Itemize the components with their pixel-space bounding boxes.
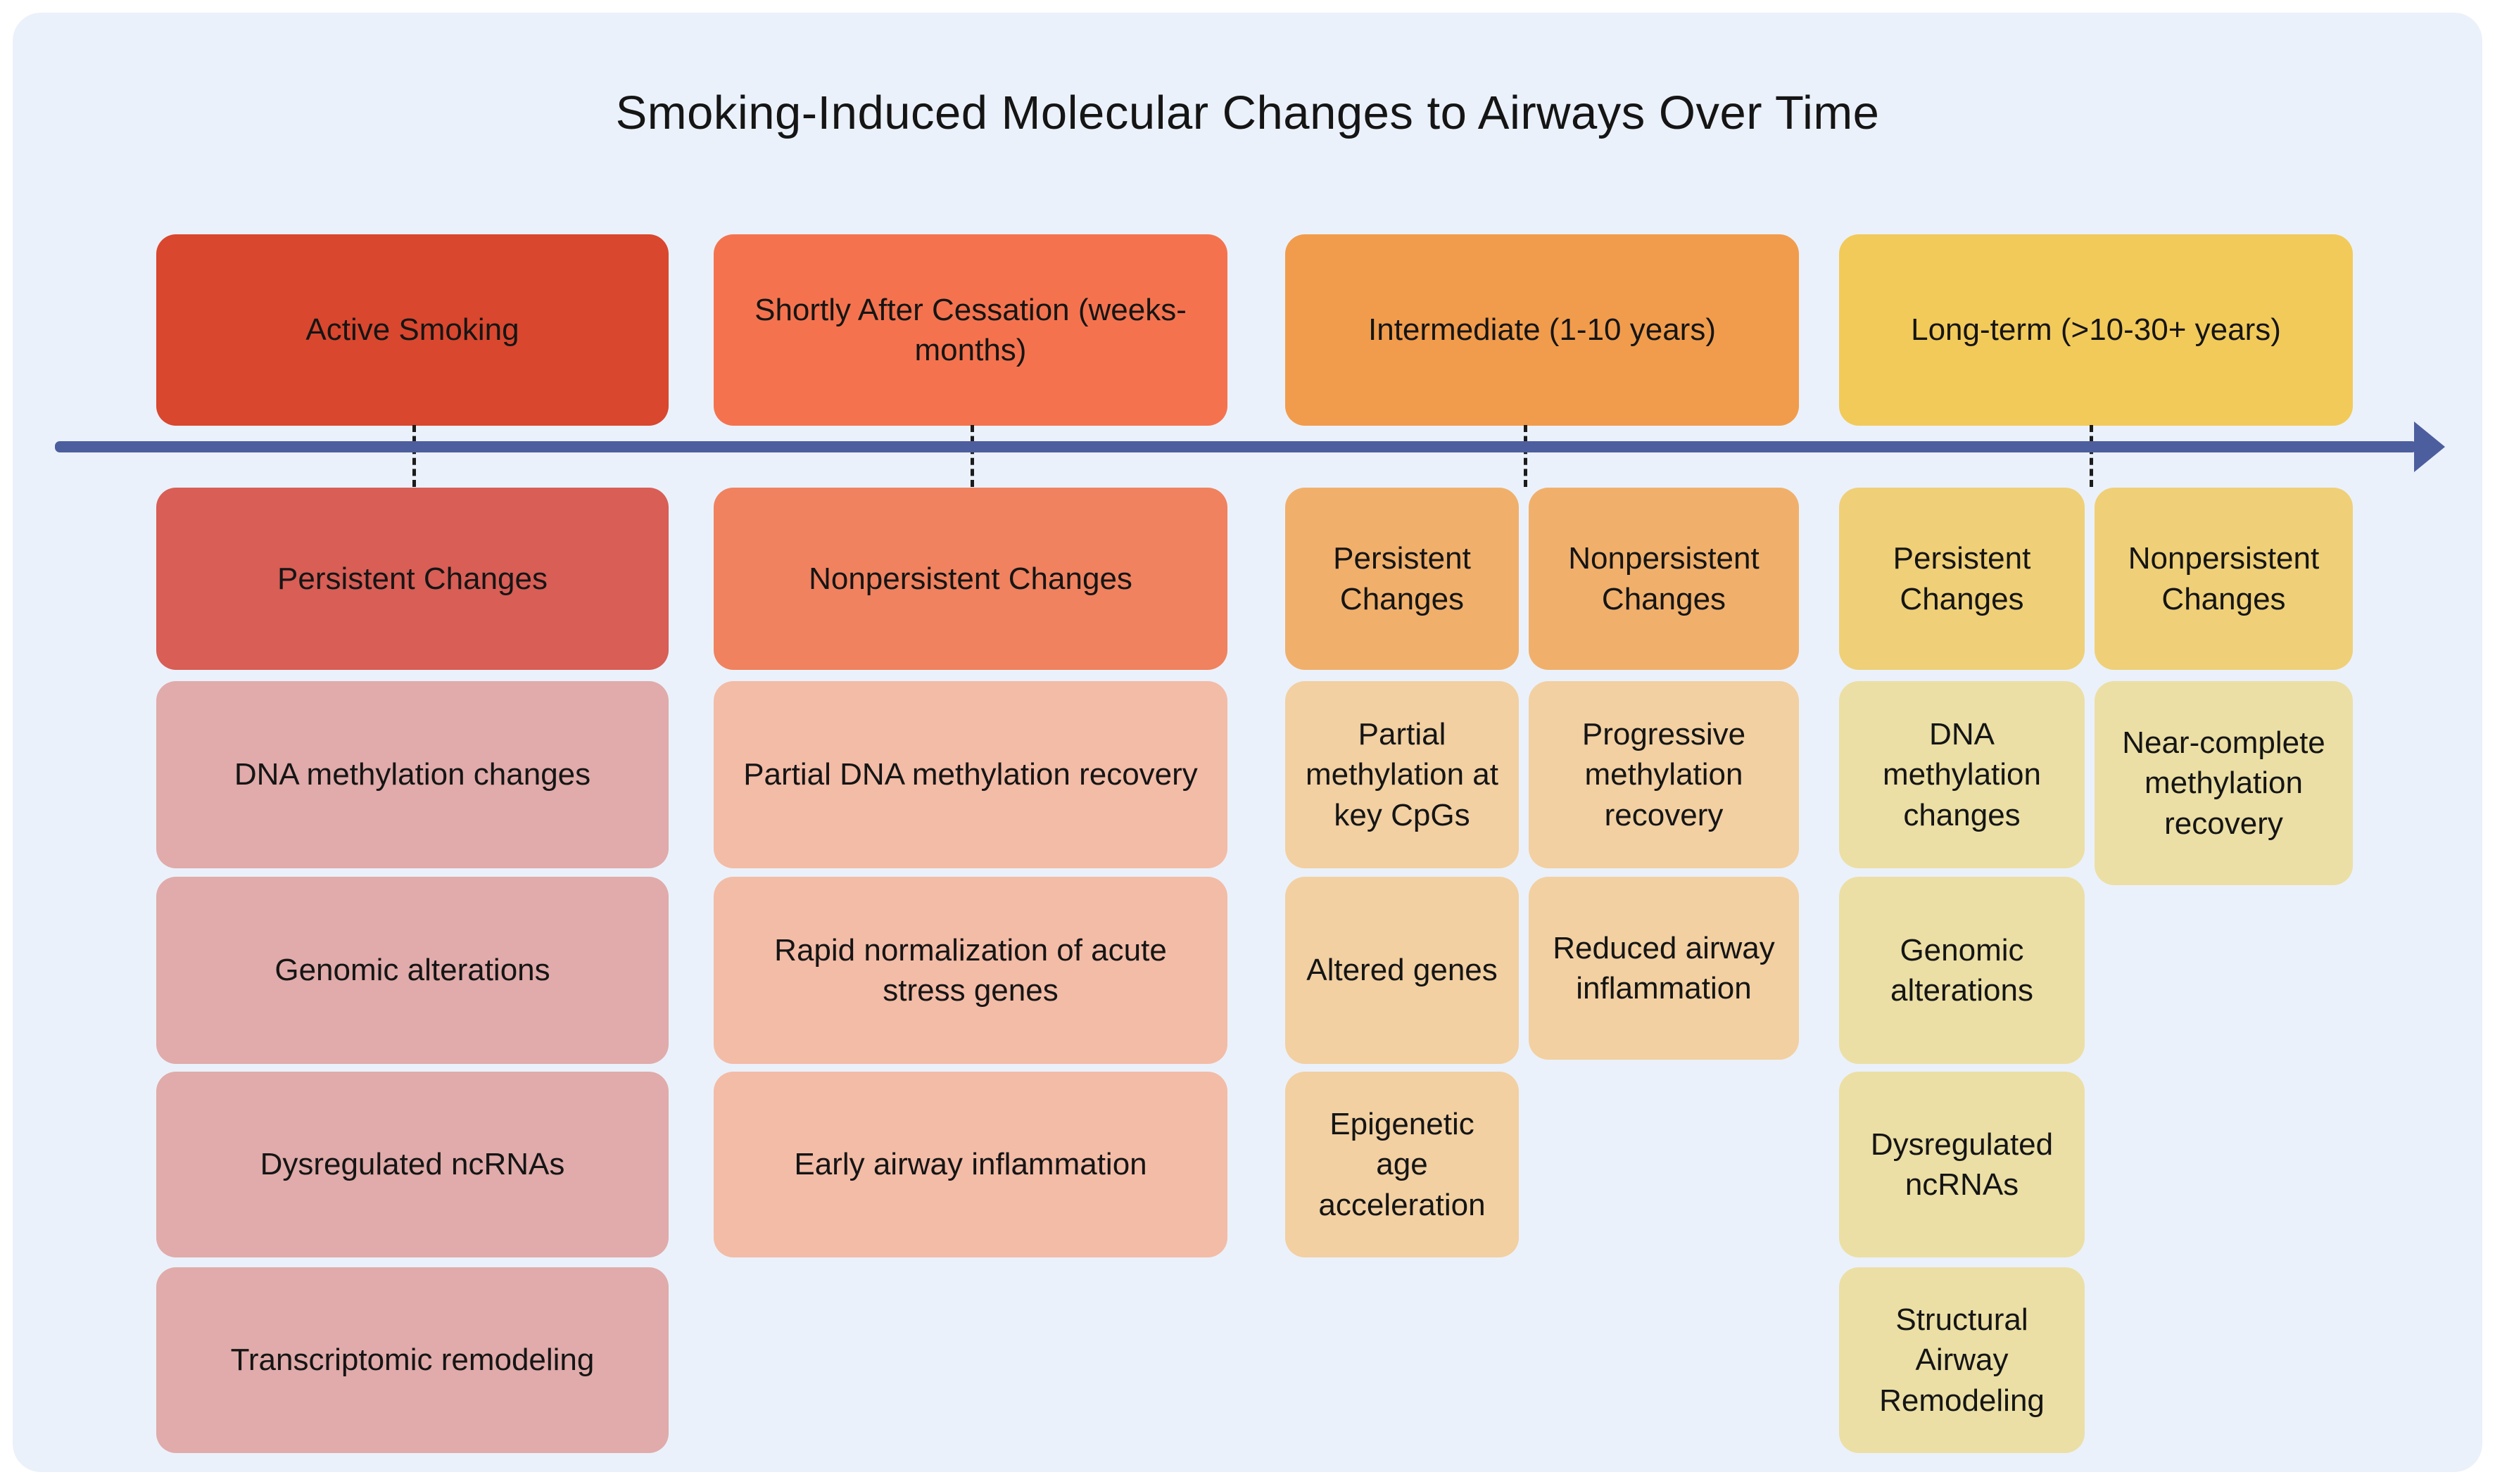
group-header-persistent-changes-4: Persistent Changes [1839,488,2085,670]
group-header-nonpersistent-changes-2: Nonpersistent Changes [714,488,1227,670]
connector-line-active-smoking [412,425,416,487]
change-item: Dysregulated ncRNAs [1839,1072,2085,1257]
change-item: Partial methylation at key CpGs [1285,681,1519,868]
connector-line-shortly-after [971,425,974,487]
connector-line-long-term [2090,425,2093,487]
group-header-nonpersistent-changes-3: Nonpersistent Changes [1529,488,1799,670]
stage-header-intermediate: Intermediate (1-10 years) [1285,234,1799,426]
change-item: Rapid normalization of acute stress gene… [714,877,1227,1064]
change-item: Early airway inflammation [714,1072,1227,1257]
change-item: Epigenetic age acceleration [1285,1072,1519,1257]
group-header-persistent-changes-1: Persistent Changes [156,488,669,670]
change-item: Transcriptomic remodeling [156,1267,669,1453]
change-item: Reduced airway inflammation [1529,877,1799,1060]
timeline-arrowhead-icon [2414,421,2445,472]
group-header-persistent-changes-3: Persistent Changes [1285,488,1519,670]
change-item: Structural Airway Remodeling [1839,1267,2085,1453]
stage-header-long-term: Long-term (>10-30+ years) [1839,234,2353,426]
change-item: Near-complete methylation recovery [2095,681,2353,885]
change-item: Progressive methylation recovery [1529,681,1799,868]
change-item: Dysregulated ncRNAs [156,1072,669,1257]
stage-header-shortly-after-cessation: Shortly After Cessation (weeks-months) [714,234,1227,426]
change-item: Partial DNA methylation recovery [714,681,1227,868]
change-item: Genomic alterations [1839,877,2085,1064]
connector-line-intermediate [1524,425,1527,487]
timeline-arrow-line [55,441,2417,452]
stage-header-active-smoking: Active Smoking [156,234,669,426]
group-header-nonpersistent-changes-4: Nonpersistent Changes [2095,488,2353,670]
change-item: DNA methylation changes [1839,681,2085,868]
change-item: Genomic alterations [156,877,669,1064]
change-item: DNA methylation changes [156,681,669,868]
change-item: Altered genes [1285,877,1519,1064]
diagram-title: Smoking-Induced Molecular Changes to Air… [615,87,1880,139]
